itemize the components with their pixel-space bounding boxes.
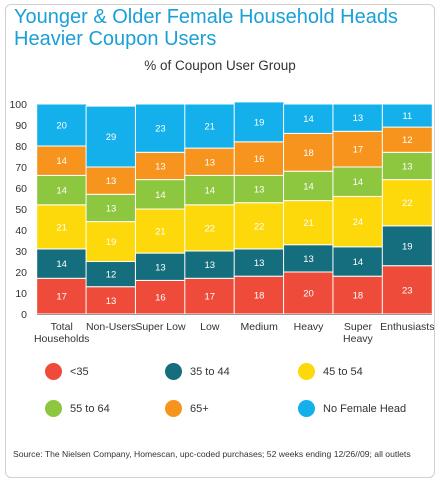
data-label: 11	[402, 111, 412, 122]
data-label: 22	[402, 198, 413, 209]
x-tick-label: Medium	[241, 321, 279, 333]
data-label: 14	[303, 114, 314, 125]
data-label: 20	[303, 289, 314, 300]
data-label: 13	[205, 157, 216, 168]
data-label: 21	[56, 222, 67, 233]
data-label: 14	[155, 190, 166, 201]
data-label: 14	[205, 186, 216, 197]
bar-segment	[233, 248, 285, 277]
x-tick-label: Non-Users	[86, 321, 136, 333]
data-label: 14	[56, 156, 67, 167]
title-line-2: Heavier Coupon Users	[14, 28, 217, 50]
data-label: 18	[303, 148, 314, 159]
y-tick-label: 60	[15, 183, 27, 195]
data-label: 13	[254, 185, 265, 196]
data-label: 23	[155, 124, 166, 135]
x-tick-label: Heavy	[343, 333, 374, 345]
data-label: 12	[402, 135, 413, 146]
x-tick-label: Super Low	[135, 321, 186, 333]
bar-segment	[381, 126, 433, 153]
data-label: 13	[205, 260, 216, 271]
data-label: 14	[56, 186, 67, 197]
bar-segment	[233, 174, 285, 204]
data-label: 20	[56, 121, 67, 132]
bar-segment	[283, 200, 335, 246]
x-tick-label: Households	[34, 333, 89, 345]
bar-segment	[85, 261, 137, 288]
data-label: 13	[106, 203, 117, 214]
bar-segment	[283, 170, 335, 202]
bar-segment	[233, 202, 285, 250]
y-tick-label: 50	[15, 204, 27, 216]
x-tick-label: Heavy	[294, 321, 325, 333]
data-label: 13	[155, 161, 166, 172]
x-tick-label: Super	[344, 321, 373, 333]
bar-segment	[85, 105, 137, 168]
data-label: 24	[353, 217, 364, 228]
data-label: 13	[303, 254, 314, 265]
bar-segment	[381, 179, 433, 227]
data-label: 22	[254, 221, 265, 232]
data-label: 14	[303, 181, 314, 192]
data-label: 14	[353, 177, 364, 188]
data-label: 17	[205, 292, 216, 303]
data-label: 17	[56, 292, 67, 303]
bar-segment	[283, 132, 335, 172]
y-tick-label: 80	[15, 141, 27, 153]
x-tick-label: Total	[51, 321, 73, 333]
y-tick-label: 0	[21, 309, 27, 321]
bar-segment	[184, 277, 236, 315]
data-label: 13	[353, 113, 364, 124]
y-tick-label: 90	[15, 120, 27, 132]
y-tick-label: 10	[15, 288, 27, 300]
bar-segment	[381, 103, 433, 128]
y-tick-label: 30	[15, 246, 27, 258]
x-tick-label: Enthusiasts	[380, 321, 434, 333]
y-tick-label: 100	[9, 99, 27, 111]
y-tick-label: 40	[15, 225, 27, 237]
data-label: 18	[353, 291, 364, 302]
data-label: 13	[155, 262, 166, 273]
bar-segment	[184, 174, 236, 206]
data-label: 21	[205, 122, 216, 133]
data-label: 22	[205, 223, 216, 234]
data-label: 17	[353, 145, 364, 156]
bar-segment	[134, 151, 186, 181]
bar-segment	[233, 275, 285, 315]
data-label: 13	[402, 161, 413, 172]
data-label: 12	[106, 270, 117, 281]
data-label: 18	[254, 291, 265, 302]
bar-segment	[184, 204, 236, 252]
bar-segment	[332, 103, 384, 132]
data-label: 14	[353, 257, 364, 268]
data-label: 13	[106, 176, 117, 187]
data-label: 21	[155, 227, 166, 238]
bar-segment	[134, 103, 186, 153]
chart-subtitle: % of Coupon User Group	[144, 58, 296, 73]
data-label: 13	[254, 258, 265, 269]
title-line-1: Younger & Older Female Household Heads	[14, 6, 398, 28]
bar-segment	[134, 252, 186, 281]
data-label: 16	[155, 293, 166, 304]
source-note: Source: The Nielsen Company, Homescan, u…	[13, 449, 411, 459]
bar-segment	[36, 103, 88, 147]
bar-segment	[233, 141, 285, 176]
y-tick-label: 70	[15, 162, 27, 174]
bar-segment	[184, 103, 236, 149]
data-label: 13	[106, 296, 117, 307]
data-label: 19	[106, 237, 117, 248]
data-label: 19	[254, 117, 265, 128]
data-label: 21	[303, 218, 314, 229]
data-label: 19	[402, 241, 413, 252]
data-label: 29	[106, 132, 117, 143]
bar-segment	[134, 208, 186, 254]
bar-segment	[381, 151, 433, 181]
x-tick-label: Low	[200, 321, 220, 333]
data-label: 23	[402, 285, 413, 296]
data-label: 14	[56, 259, 67, 270]
data-label: 16	[254, 154, 265, 165]
chart-title: Younger & Older Female Household Heads H…	[14, 6, 424, 50]
y-tick-label: 20	[15, 267, 27, 279]
